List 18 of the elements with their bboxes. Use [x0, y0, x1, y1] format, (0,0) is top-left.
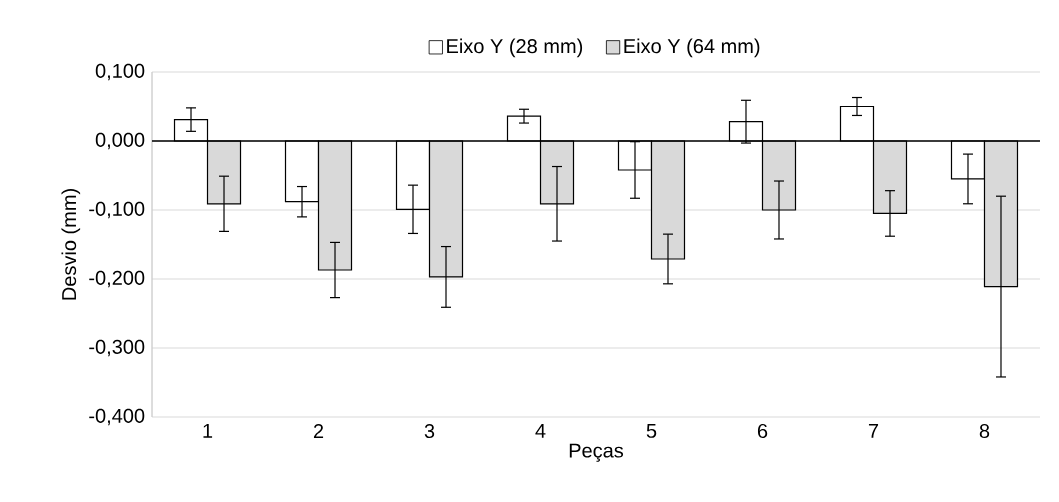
- y-axis-title: Desvio (mm): [61, 189, 81, 300]
- x-tick-label: 5: [646, 423, 657, 438]
- x-tick-label: 4: [535, 423, 546, 438]
- y-tick-label: -0,100: [89, 201, 145, 219]
- legend-label: Eixo Y (64 mm): [624, 38, 760, 58]
- legend-label: Eixo Y (28 mm): [447, 38, 583, 58]
- x-axis-title: Peças: [569, 443, 624, 462]
- y-tick-label: -0,200: [89, 270, 145, 288]
- x-tick-label: 7: [868, 423, 879, 438]
- y-tick-label: -0,400: [89, 408, 145, 426]
- x-tick-label: 6: [757, 423, 768, 439]
- x-tick-label: 1: [203, 423, 213, 438]
- y-tick-label: -0,300: [89, 339, 145, 357]
- x-tick-label: 8: [979, 423, 990, 439]
- y-tick-label: 0,100: [95, 63, 145, 81]
- x-tick-label: 3: [424, 423, 435, 439]
- y-tick-label: 0,000: [95, 132, 145, 150]
- x-tick-label: 2: [313, 423, 324, 438]
